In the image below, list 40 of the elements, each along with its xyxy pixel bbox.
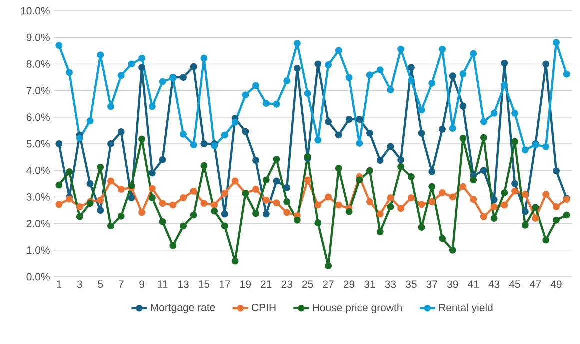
legend-label: CPIH xyxy=(252,304,276,312)
legend-label: House price growth xyxy=(313,304,402,314)
x-tick-label: 45 xyxy=(509,280,520,288)
y-tick-label: 3.0% xyxy=(26,193,50,201)
x-tick-label: 39 xyxy=(447,280,458,288)
x-tick-label: 9 xyxy=(140,280,144,288)
x-tick-label: 11 xyxy=(158,280,168,288)
x-tick-label: 3 xyxy=(77,280,82,288)
x-tick-label: 29 xyxy=(344,280,355,288)
y-tick-label: 5.0% xyxy=(26,140,50,148)
x-tick-label: 17 xyxy=(220,280,230,288)
y-tick-label: 8.0% xyxy=(26,60,50,68)
legend-label: Rental yield xyxy=(439,304,493,314)
y-tick-label: 1.0% xyxy=(27,246,50,254)
x-tick-label: 33 xyxy=(385,280,396,288)
y-tick-label: 7.0% xyxy=(26,87,50,95)
x-tick-label: 43 xyxy=(488,280,500,288)
x-tick-label: 13 xyxy=(178,280,189,288)
x-tick-label: 35 xyxy=(406,280,417,288)
y-tick-label: 10.0% xyxy=(21,7,50,15)
x-tick-label: 15 xyxy=(199,280,210,288)
x-tick-label: 25 xyxy=(302,280,314,288)
x-tick-label: 41 xyxy=(468,280,479,288)
legend-label: Mortgage rate xyxy=(151,304,216,314)
x-tick-label: 19 xyxy=(240,280,252,288)
x-tick-label: 1 xyxy=(57,280,62,288)
y-tick-label: 6.0% xyxy=(26,114,50,122)
y-tick-label: 2.0% xyxy=(26,220,50,228)
x-tick-label: 27 xyxy=(323,280,334,288)
y-tick-label: 4.0% xyxy=(26,166,50,174)
x-tick-label: 31 xyxy=(364,280,376,288)
y-tick-label: 0.0% xyxy=(26,273,50,281)
y-tick-label: 9.0% xyxy=(26,34,50,42)
x-tick-label: 21 xyxy=(261,280,272,288)
x-tick-label: 37 xyxy=(426,280,438,288)
x-tick-label: 5 xyxy=(98,280,104,288)
x-tick-label: 49 xyxy=(550,280,562,288)
x-tick-label: 47 xyxy=(530,280,542,288)
x-tick-label: 7 xyxy=(118,280,124,288)
x-tick-label: 23 xyxy=(282,280,292,288)
